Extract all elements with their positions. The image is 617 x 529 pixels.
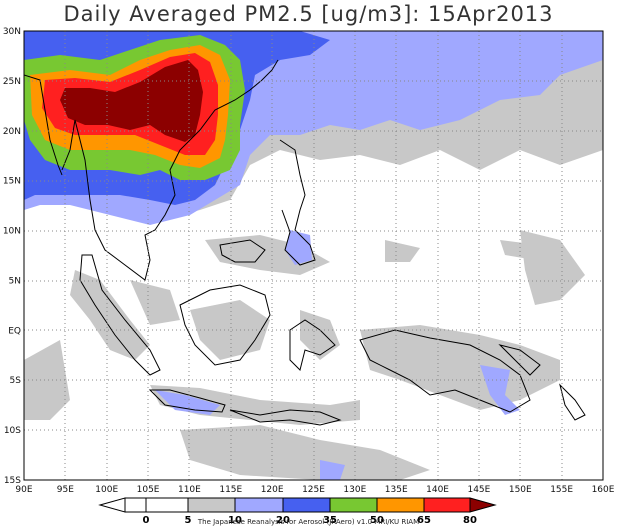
colorbar-label: 0	[143, 515, 150, 526]
latitude-label: 30N	[3, 27, 21, 37]
map-frame	[23, 30, 604, 481]
longitude-label: 140E	[426, 485, 449, 495]
longitude-label: 145E	[467, 485, 490, 495]
latitude-label: 25N	[3, 77, 21, 87]
colorbar-label: 80	[463, 515, 477, 526]
coastlines	[24, 59, 586, 426]
colorbar-label: 65	[417, 515, 431, 526]
longitude-label: 155E	[550, 485, 573, 495]
gridlines	[24, 31, 603, 480]
longitude-label: 120E	[261, 485, 284, 495]
latitude-label: 10S	[4, 426, 21, 436]
colorbar-cell	[376, 497, 425, 513]
latitude-label: EQ	[8, 326, 21, 336]
colorbar-label: 35	[323, 515, 337, 526]
colorbar: 0 5 10 20 35 50 65 80	[98, 497, 497, 526]
longitude-label: 160E	[592, 485, 615, 495]
longitude-label: 115E	[219, 485, 242, 495]
latitude-label: 20N	[3, 127, 21, 137]
longitude-label: 130E	[343, 485, 366, 495]
colorbar-cell	[145, 497, 189, 513]
latitude-label: 5N	[9, 276, 21, 286]
longitude-label: 150E	[509, 485, 532, 495]
longitude-label: 125E	[302, 485, 325, 495]
colorbar-label: 20	[276, 515, 290, 526]
colorbar-label: 5	[185, 515, 192, 526]
colorbar-cap-right	[469, 497, 497, 513]
pm25-level-darkred	[60, 60, 203, 142]
latitude-label: 5S	[10, 376, 22, 386]
colorbar-cell	[423, 497, 471, 513]
longitude-label: 95E	[57, 485, 74, 495]
colorbar-labels: 0 5 10 20 35 50 65 80	[143, 515, 477, 526]
colorbar-cell	[329, 497, 378, 513]
longitude-label: 100E	[95, 485, 118, 495]
colorbar-cell	[187, 497, 236, 513]
longitude-label: 135E	[385, 485, 408, 495]
latitude-label: 10N	[3, 227, 21, 237]
latitude-labels: 30N 25N 20N 15N 10N 5N EQ 5S 10S 15S	[3, 27, 21, 486]
credit-line: The Japanese Reanalysis for Aerosol (JRA…	[197, 518, 420, 526]
longitude-label: 90E	[15, 485, 32, 495]
colorbar-cap-left	[98, 497, 126, 513]
longitude-label: 105E	[137, 485, 160, 495]
colorbar-cell	[282, 497, 331, 513]
longitude-labels: 90E 95E 100E 105E 110E 115E 120E 125E 130E 135E 14…	[15, 485, 614, 495]
colorbar-cell	[234, 497, 284, 513]
map-title: Daily Averaged PM2.5 [ug/m3]: 15Apr2013	[63, 2, 554, 26]
latitude-label: 15N	[3, 177, 21, 187]
colorbar-label: 10	[228, 515, 242, 526]
longitude-label: 110E	[178, 485, 201, 495]
colorbar-label: 50	[370, 515, 384, 526]
colorbar-cell	[124, 497, 147, 513]
latitude-label: 15S	[4, 476, 21, 486]
